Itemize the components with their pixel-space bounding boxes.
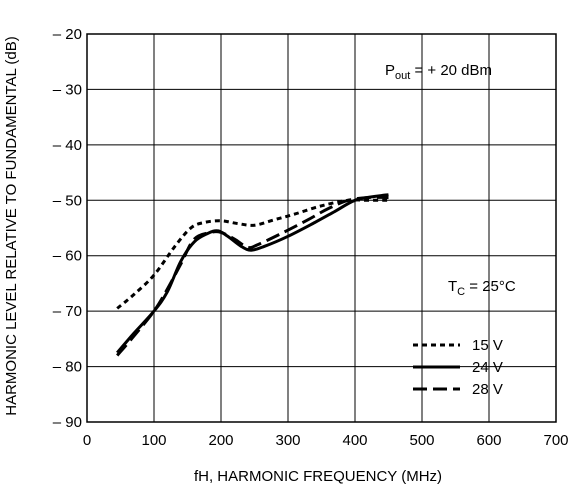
y-tick-labels: – 20 – 30 – 40 – 50 – 60 – 70 – 80 – 90 [53,26,82,431]
series-line-28v [116,195,389,357]
y-tick-label: – 60 [53,248,82,265]
legend: 15 V 24 V 28 V [413,337,503,398]
x-tick-label: 400 [342,432,367,449]
x-tick-label: 200 [208,432,233,449]
y-tick-label: – 20 [53,26,82,43]
y-tick-label: – 40 [53,137,82,154]
x-tick-label: 300 [275,432,300,449]
x-tick-label: 700 [543,432,568,449]
tc-annotation: TC = 25°C [448,278,516,298]
y-tick-label: – 30 [53,81,82,98]
series-line-24v [116,193,389,354]
x-tick-labels: 0 100 200 300 400 500 600 700 [83,432,569,449]
y-tick-label: – 70 [53,303,82,320]
legend-label: 24 V [472,359,503,376]
y-tick-label: – 50 [53,192,82,209]
x-tick-label: 100 [141,432,166,449]
pout-annotation: Pout = + 20 dBm [385,62,492,82]
grid [86,33,557,423]
x-tick-label: 500 [409,432,434,449]
legend-label: 28 V [472,381,503,398]
x-tick-label: 0 [83,432,91,449]
y-tick-label: – 80 [53,359,82,376]
series-lines [116,193,389,357]
y-tick-label: – 90 [53,414,82,431]
legend-label: 15 V [472,337,503,354]
y-axis-label: HARMONIC LEVEL RELATIVE TO FUNDAMENTAL (… [3,36,20,416]
series-line-15v [116,198,389,310]
x-tick-label: 600 [476,432,501,449]
plot-frame [86,33,557,423]
x-axis-label: fH, HARMONIC FREQUENCY (MHz) [194,468,442,485]
